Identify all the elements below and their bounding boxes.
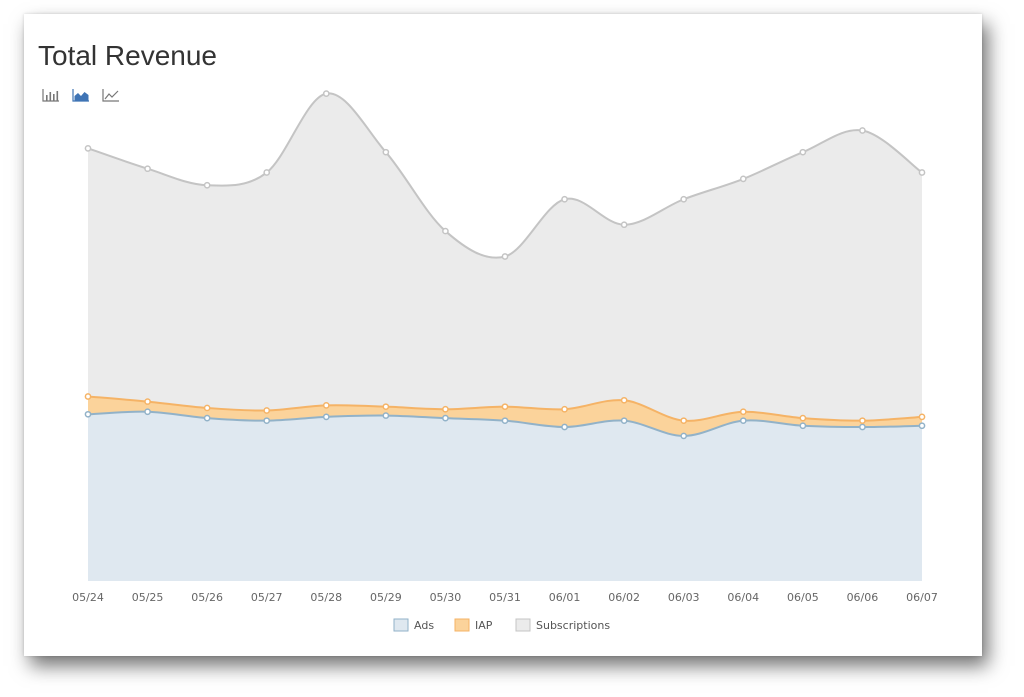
point-iap [382, 403, 390, 411]
line-subscriptions [87, 92, 923, 259]
point-iap [501, 403, 509, 411]
legend-label-iap: IAP [475, 619, 493, 632]
point-iap [799, 414, 807, 422]
point-subscriptions [501, 253, 509, 260]
point-subscriptions [442, 227, 449, 235]
point-ads [799, 422, 807, 430]
point-ads [561, 423, 568, 431]
point-ads [84, 410, 92, 418]
point-ads [442, 414, 449, 422]
point-iap [144, 398, 151, 405]
stacked-area-chart: 05/24 05/25 05/26 05/27 05/28 05/29 05/30 05/31… [72, 90, 938, 632]
legend-swatch-iap [454, 618, 470, 632]
point-ads [918, 422, 926, 430]
point-iap [859, 417, 866, 425]
point-iap [918, 413, 926, 421]
x-tick-label: 06/06 [847, 591, 879, 604]
point-iap [739, 408, 747, 416]
point-subscriptions [799, 148, 807, 156]
x-tick-label: 06/04 [727, 591, 759, 604]
point-ads [144, 408, 151, 416]
point-subscriptions [561, 195, 568, 203]
point-iap [680, 417, 688, 425]
point-ads [739, 417, 747, 425]
chart-card: Total Revenue 05/24 05/25 05/26 05/27 05/28 0… [24, 14, 982, 656]
point-iap [263, 407, 271, 414]
point-ads [680, 432, 688, 440]
point-subscriptions [918, 169, 926, 176]
point-subscriptions [739, 175, 747, 183]
bar-chart-icon[interactable] [42, 88, 60, 102]
line-chart-icon[interactable] [102, 88, 120, 102]
x-tick-label: 05/27 [251, 591, 283, 604]
point-iap [561, 405, 568, 413]
x-tick-label: 06/02 [608, 591, 640, 604]
x-tick-label: 06/03 [668, 591, 700, 604]
legend-swatch-ads [393, 618, 409, 632]
point-ads [859, 423, 866, 431]
point-ads [322, 413, 330, 421]
x-tick-label: 05/25 [132, 591, 164, 604]
point-subscriptions [84, 145, 92, 152]
point-iap [203, 404, 211, 412]
x-tick-label: 06/05 [787, 591, 819, 604]
x-tick-label: 05/31 [489, 591, 521, 604]
point-ads [501, 417, 509, 425]
x-tick-label: 05/24 [72, 591, 104, 604]
x-tick-label: 05/29 [370, 591, 402, 604]
x-tick-label: 06/01 [549, 591, 581, 604]
area-chart-icon[interactable] [72, 88, 90, 102]
point-ads [382, 412, 390, 419]
legend-label-ads: Ads [414, 619, 434, 632]
point-ads [620, 417, 628, 425]
point-iap [84, 393, 92, 400]
chart-title: Total Revenue [38, 40, 218, 71]
area-ads [88, 411, 922, 581]
point-iap [620, 396, 628, 404]
point-subscriptions [203, 181, 211, 189]
legend-label-subscriptions: Subscriptions [536, 619, 610, 632]
point-subscriptions [263, 169, 271, 176]
point-subscriptions [680, 195, 688, 203]
point-subscriptions [322, 90, 330, 97]
x-tick-label: 05/28 [310, 591, 342, 604]
point-iap [442, 405, 449, 413]
point-ads [203, 414, 211, 422]
x-tick-label: 06/07 [906, 591, 938, 604]
point-subscriptions [620, 221, 628, 229]
point-subscriptions [144, 165, 151, 173]
point-subscriptions [382, 148, 390, 156]
x-tick-label: 05/26 [191, 591, 223, 604]
point-ads [263, 417, 271, 425]
legend-swatch-subscriptions [515, 618, 531, 632]
chart-type-toolbar [42, 88, 120, 102]
point-iap [322, 402, 330, 409]
point-subscriptions [859, 127, 866, 134]
x-tick-label: 05/30 [430, 591, 462, 604]
